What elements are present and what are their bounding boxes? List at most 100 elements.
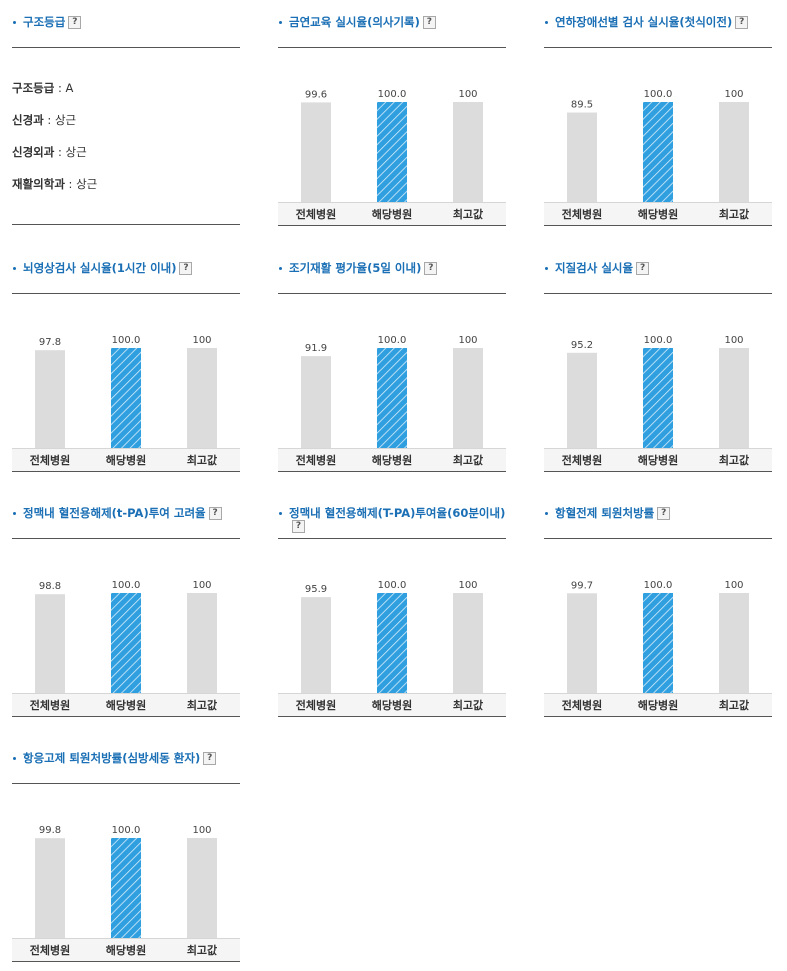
chart-card-antithrombotic: 항혈전제 퇴원처방률? 99.7 전체병원 100.0 해당병원 100 최고값 (544, 505, 772, 717)
x-tick-label: 전체병원 (296, 698, 336, 712)
x-tick-label: 전체병원 (562, 698, 602, 712)
bar-1 (377, 593, 407, 693)
x-tick-label: 전체병원 (30, 698, 70, 712)
chart-card-lipid-test: 지질검사 실시율? 95.2 전체병원 100.0 해당병원 100 최고값 (544, 260, 772, 472)
x-tick-label: 최고값 (719, 453, 749, 467)
bar-2 (453, 348, 483, 448)
bar-2 (187, 348, 217, 448)
chart-card-tpa-60min: 정맥내 혈전용해제(T-PA)투여율(60분이내)? 95.9 전체병원 100.0… (278, 505, 506, 717)
help-icon[interactable]: ? (179, 262, 193, 275)
bar-0 (567, 593, 597, 693)
bar-2 (719, 593, 749, 693)
bar-0 (301, 356, 331, 448)
bar-0 (35, 350, 65, 448)
x-axis-band (278, 202, 506, 225)
x-tick-label: 전체병원 (296, 453, 336, 467)
chart-top-rule (278, 538, 506, 539)
chart-top-rule (12, 293, 240, 294)
help-icon[interactable]: ? (208, 507, 222, 520)
bar-1 (377, 102, 407, 202)
chart-top-rule (544, 47, 772, 48)
bar-chart: 91.9 전체병원 100.0 해당병원 100 최고값 (278, 335, 506, 472)
x-tick-label: 전체병원 (562, 453, 602, 467)
bar-1 (111, 348, 141, 448)
bar-2 (453, 102, 483, 202)
help-icon[interactable]: ? (424, 262, 438, 275)
chart-top-rule (544, 538, 772, 539)
bar-1 (643, 348, 673, 448)
help-icon[interactable]: ? (292, 520, 305, 533)
data-label: 99.6 (305, 89, 327, 100)
structure-title-text: 구조등급 (23, 15, 66, 29)
help-icon[interactable]: ? (657, 507, 671, 520)
x-tick-label: 전체병원 (562, 207, 602, 221)
data-label: 98.8 (39, 581, 61, 592)
bar-chart: 95.9 전체병원 100.0 해당병원 100 최고값 (278, 580, 506, 717)
data-label: 100 (724, 89, 743, 100)
help-icon[interactable]: ? (735, 16, 749, 29)
x-tick-label: 최고값 (453, 698, 483, 712)
chart-top-rule (544, 293, 772, 294)
bar-0 (567, 112, 597, 202)
data-label: 100 (458, 580, 477, 591)
data-label: 100.0 (644, 335, 673, 346)
chart-title: 조기재활 평가율(5일 이내)? (278, 262, 506, 275)
structure-top-rule (12, 47, 240, 48)
x-axis-band (544, 448, 772, 471)
chart-title: 금연교육 실시율(의사기록)? (278, 16, 506, 29)
x-axis-band (12, 693, 240, 716)
structure-row-grade: 구조등급 : A (12, 81, 74, 95)
data-label: 100.0 (112, 580, 141, 591)
data-label: 100.0 (112, 335, 141, 346)
chart-top-rule (278, 47, 506, 48)
structure-row-neurosurgery: 신경외과 : 상근 (12, 145, 87, 159)
x-tick-label: 해당병원 (372, 207, 412, 221)
bar-chart: 99.6 전체병원 100.0 해당병원 100 최고값 (278, 89, 506, 226)
bar-2 (719, 102, 749, 202)
bar-chart: 95.2 전체병원 100.0 해당병원 100 최고값 (544, 335, 772, 472)
data-label: 91.9 (305, 343, 327, 354)
chart-card-early-rehab: 조기재활 평가율(5일 이내)? 91.9 전체병원 100.0 해당병원 100 최고값 (278, 260, 506, 472)
bar-0 (35, 594, 65, 693)
bar-chart: 99.7 전체병원 100.0 해당병원 100 최고값 (544, 580, 772, 717)
x-tick-label: 해당병원 (638, 453, 678, 467)
chart-title: 정맥내 혈전용해제(T-PA)투여율(60분이내)? (278, 507, 506, 533)
data-label: 100 (192, 580, 211, 591)
data-label: 100.0 (112, 825, 141, 836)
help-icon[interactable]: ? (203, 752, 217, 765)
data-label: 100 (192, 335, 211, 346)
x-tick-label: 해당병원 (106, 453, 146, 467)
structure-row-neurology: 신경과 : 상근 (12, 113, 77, 127)
bar-1 (111, 593, 141, 693)
bar-2 (719, 348, 749, 448)
structure-card: 구조등급? 구조등급 : A 신경과 : 상근 신경외과 : 상근 재활의학과 … (12, 14, 240, 226)
chart-top-rule (12, 783, 240, 784)
x-tick-label: 해당병원 (106, 943, 146, 957)
data-label: 100 (192, 825, 211, 836)
x-tick-label: 해당병원 (372, 698, 412, 712)
data-label: 99.7 (571, 580, 593, 591)
x-tick-label: 최고값 (187, 943, 217, 957)
bar-2 (453, 593, 483, 693)
x-tick-label: 최고값 (453, 207, 483, 221)
bar-chart: 89.5 전체병원 100.0 해당병원 100 최고값 (544, 89, 772, 226)
help-icon[interactable]: ? (636, 262, 650, 275)
data-label: 99.8 (39, 825, 61, 836)
data-label: 100.0 (378, 335, 407, 346)
data-label: 100.0 (644, 580, 673, 591)
x-tick-label: 최고값 (453, 453, 483, 467)
chart-title: 항응고제 퇴원처방률(심방세동 환자)? (12, 752, 240, 765)
x-tick-label: 최고값 (187, 698, 217, 712)
x-tick-label: 최고값 (719, 207, 749, 221)
chart-card-smoking-education: 금연교육 실시율(의사기록)? 99.6 전체병원 100.0 해당병원 100 최고값 (278, 14, 506, 226)
chart-title: 지질검사 실시율? (544, 262, 772, 275)
data-label: 100.0 (644, 89, 673, 100)
chart-card-brain-imaging: 뇌영상검사 실시율(1시간 이내)? 97.8 전체병원 100.0 해당병원 100 최… (12, 260, 240, 472)
help-icon[interactable]: ? (422, 16, 436, 29)
bar-1 (643, 102, 673, 202)
x-axis-band (12, 938, 240, 961)
help-icon[interactable]: ? (68, 16, 82, 29)
bar-2 (187, 838, 217, 938)
x-tick-label: 해당병원 (372, 453, 412, 467)
chart-card-tpa-consideration: 정맥내 혈전용해제(t-PA)투여 고려율? 98.8 전체병원 100.0 해당병원… (12, 505, 240, 717)
